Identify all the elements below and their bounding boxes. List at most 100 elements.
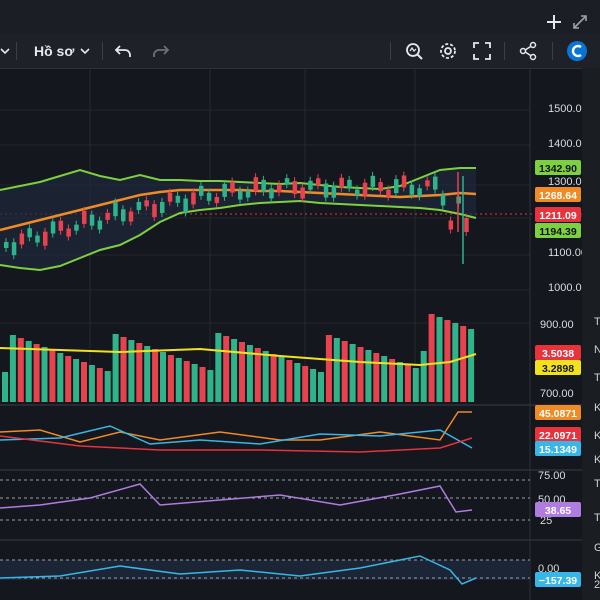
- volume-bar: [278, 357, 285, 402]
- zoom-icon[interactable]: [404, 41, 424, 61]
- price-tick-label: 1500.00: [548, 103, 582, 115]
- volume-bar: [349, 344, 356, 402]
- expand-icon[interactable]: [572, 14, 588, 30]
- share-icon[interactable]: [518, 41, 538, 61]
- indicator-panel-1: [0, 411, 473, 453]
- volume-bar: [207, 370, 214, 402]
- volume-bar: [215, 333, 222, 402]
- volume-bar: [57, 353, 64, 402]
- candle-body: [370, 175, 376, 187]
- volume-bar: [183, 361, 190, 402]
- chart-toolbar: Hồ sơ: [0, 34, 600, 69]
- value-badge-text: 1211.09: [539, 210, 577, 222]
- value-badge-bg: [535, 441, 581, 456]
- candle-body: [230, 181, 235, 193]
- volume-bar: [152, 349, 159, 402]
- right-panel-letter: G: [594, 542, 600, 554]
- candle-body: [378, 182, 383, 192]
- value-badge-bg: [535, 223, 581, 238]
- value-badge-bg: [535, 427, 581, 442]
- value-badge-text: 3.2898: [542, 363, 574, 375]
- volume-bar: [160, 352, 166, 402]
- volume-bar: [199, 367, 206, 402]
- price-tick-label: 1400.00: [548, 138, 582, 150]
- price-tick-label: 1100.00: [548, 247, 582, 259]
- toolbar-separator: [16, 42, 17, 60]
- volume-tick-label: 900.00: [540, 319, 574, 331]
- candle-body: [362, 182, 368, 196]
- candle-body: [355, 189, 360, 196]
- candle-body: [19, 233, 25, 245]
- chevron-down-icon[interactable]: [0, 46, 10, 56]
- volume-bar: [444, 320, 451, 402]
- profile-label: Hồ sơ: [34, 43, 75, 59]
- candle-body: [394, 179, 399, 194]
- candle-body: [214, 196, 220, 203]
- price-tick-label: 1300.00: [548, 176, 582, 188]
- right-panel-letter: N: [594, 344, 600, 356]
- plus-icon[interactable]: [546, 14, 562, 30]
- candle-body: [167, 192, 173, 202]
- candle-body: [152, 204, 157, 218]
- candle-body: [74, 224, 79, 231]
- candle-body: [284, 178, 290, 185]
- value-badge-text: 22.0971: [539, 430, 577, 442]
- candle-body: [11, 242, 17, 256]
- volume-bar: [389, 359, 396, 402]
- value-badge-text: 1194.39: [539, 226, 577, 238]
- candle-body: [292, 181, 298, 195]
- volume-bar: [17, 338, 24, 402]
- volume-bar: [112, 334, 119, 402]
- volume-bar: [286, 360, 293, 402]
- value-badge-bg: [535, 502, 581, 517]
- volume-bars: [0, 314, 477, 402]
- candle-body: [433, 176, 438, 190]
- undo-icon[interactable]: [114, 41, 134, 61]
- fullscreen-icon[interactable]: [472, 41, 492, 61]
- candle-body: [50, 221, 56, 234]
- volume-bar: [223, 336, 230, 402]
- value-badge-bg: [535, 405, 581, 420]
- candle-body: [128, 211, 134, 222]
- candle-body: [245, 190, 251, 198]
- plus-di-line: [0, 435, 473, 453]
- candlestick-series: [4, 171, 469, 264]
- volume-bar: [452, 323, 459, 402]
- candle-body: [136, 201, 142, 210]
- volume-bar: [167, 355, 174, 402]
- volume-bar: [333, 338, 340, 402]
- volume-bar: [120, 337, 127, 402]
- rsi-line: [0, 483, 473, 513]
- candle-body: [199, 185, 204, 196]
- volume-bar: [175, 358, 182, 402]
- candle-body: [339, 177, 344, 188]
- profile-dropdown[interactable]: Hồ sơ: [34, 40, 90, 62]
- volume-bar: [404, 365, 411, 402]
- window-top-bar: [0, 0, 600, 34]
- indicator-panel-2: [0, 479, 530, 521]
- chart-area[interactable]: 1500.001400.001300.001200.001100.001000.…: [0, 68, 582, 600]
- volume-bar: [191, 364, 198, 402]
- volume-bar: [357, 347, 364, 402]
- right-panel-edge: [582, 68, 600, 600]
- candle-body: [409, 184, 415, 195]
- chevron-down-icon: [80, 48, 90, 55]
- candle-body: [222, 183, 227, 197]
- candle-body: [269, 188, 274, 199]
- redo-icon[interactable]: [150, 41, 170, 61]
- candle-body: [82, 210, 87, 224]
- candle-body: [191, 192, 196, 205]
- volume-bar: [128, 340, 135, 402]
- app-logo-icon[interactable]: [566, 40, 588, 62]
- volume-bar: [96, 368, 103, 402]
- candle-body: [58, 220, 64, 231]
- gear-icon[interactable]: [438, 41, 458, 61]
- candle-body: [4, 242, 9, 248]
- volume-bar: [270, 354, 277, 402]
- volume-bar: [381, 356, 388, 402]
- volume-bar: [412, 368, 419, 402]
- right-panel-letter: T: [594, 316, 600, 328]
- volume-bar: [65, 356, 72, 402]
- value-badge-bg: [535, 207, 581, 222]
- toolbar-separator: [390, 42, 391, 60]
